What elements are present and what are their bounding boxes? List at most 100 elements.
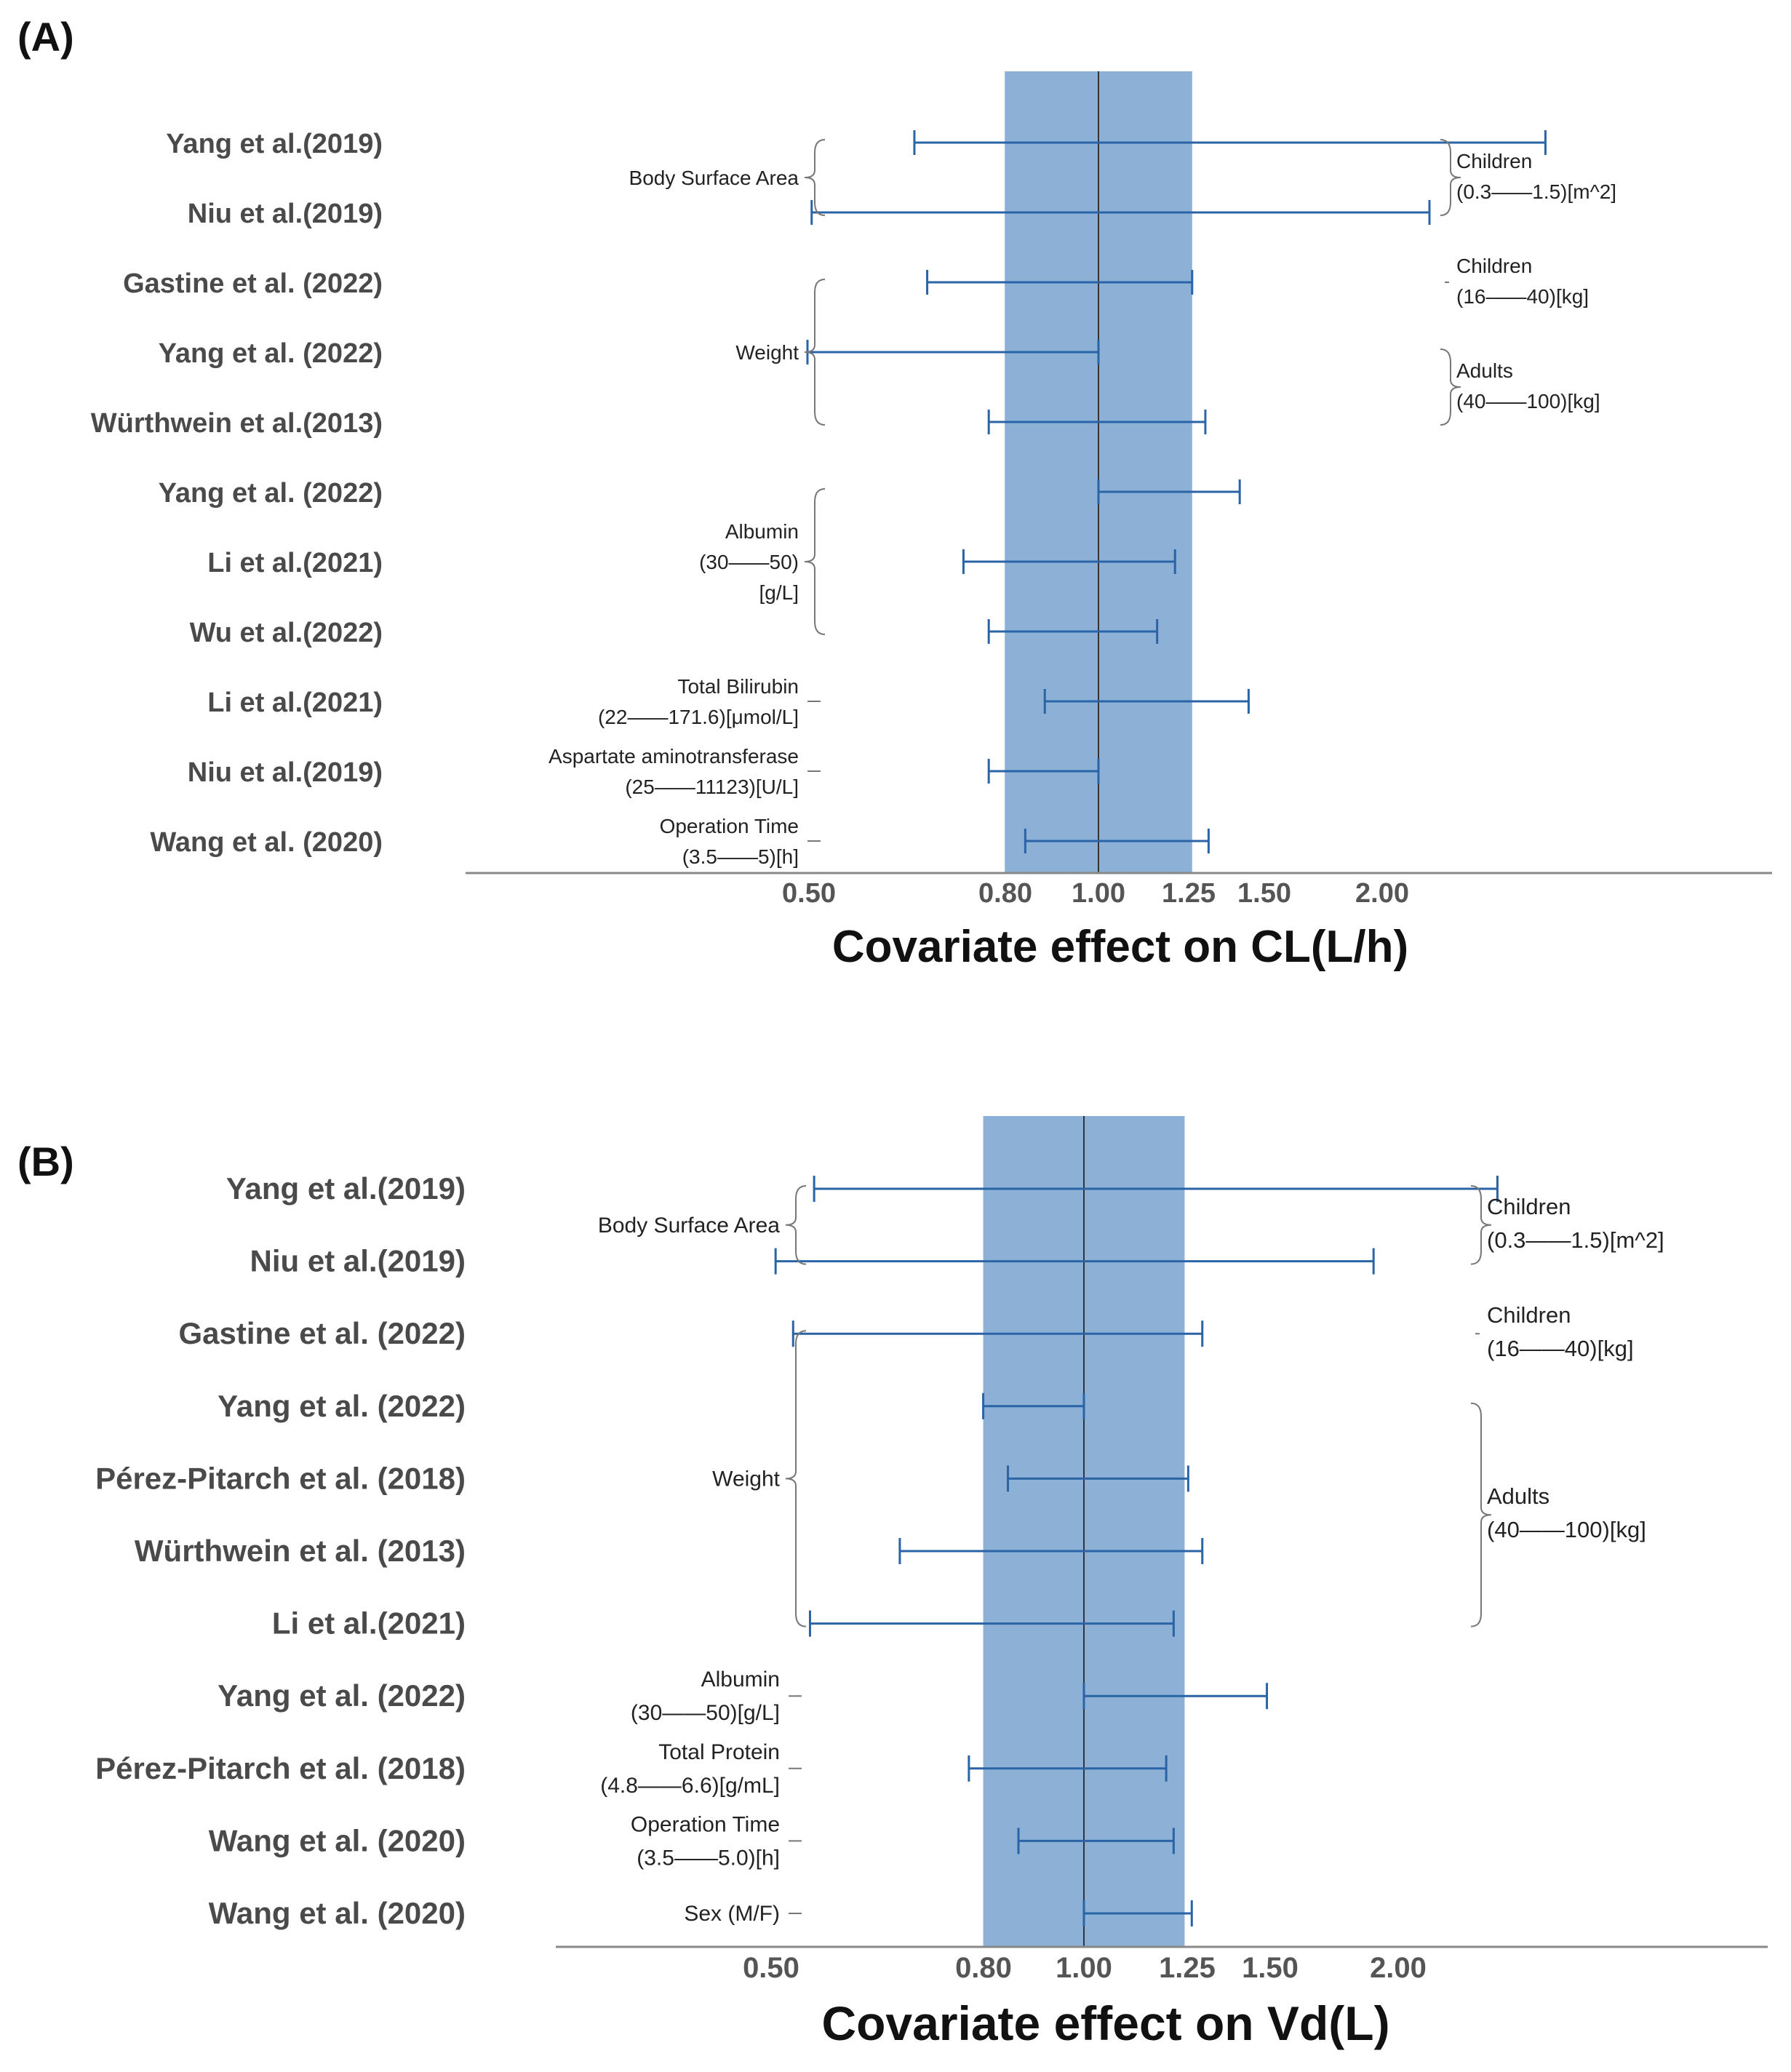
forest-row: Niu et al.(2019) <box>250 1244 1375 1278</box>
x-tick-label: 1.25 <box>1162 878 1216 909</box>
forest-row: Gastine et al. (2022) <box>123 268 1194 299</box>
panel-a-rows: Yang et al.(2019) Niu et al.(2019) Gastine… <box>91 129 1547 858</box>
group-text: Children <box>1456 150 1532 172</box>
x-tick-label: 0.50 <box>743 1952 799 1984</box>
group-label: Children (0.3——1.5)[m^2] <box>1440 139 1616 216</box>
forest-row: Wu et al.(2022) <box>190 618 1159 648</box>
covariate-text: Weight <box>712 1467 780 1491</box>
study-label: Yang et al.(2019) <box>166 129 383 159</box>
covariate-text: Albumin <box>725 520 799 543</box>
forest-row: Niu et al.(2019) <box>188 757 1100 788</box>
x-tick-label: 1.25 <box>1159 1952 1216 1984</box>
covariate-text: (22——171.6)[μmol/L] <box>598 706 799 728</box>
panel-a-label: (A) <box>17 14 74 60</box>
group-label: Children (0.3——1.5)[m^2] <box>1470 1185 1664 1265</box>
x-tick-label: 1.50 <box>1237 878 1291 909</box>
group-label: Children (16——40)[kg] <box>1475 1302 1634 1361</box>
covariate-brace <box>804 139 826 216</box>
covariate-label: Total Bilirubin (22——171.6)[μmol/L] <box>598 675 821 728</box>
group-brace <box>1470 1402 1492 1627</box>
group-text: (0.3——1.5)[m^2] <box>1487 1227 1664 1253</box>
covariate-text: (3.5——5.0)[h] <box>637 1846 780 1870</box>
study-label: Li et al.(2021) <box>207 548 383 578</box>
group-text: Adults <box>1456 359 1513 382</box>
covariate-label: Albumin (30——50)[g/L] <box>631 1667 802 1725</box>
forest-row: Pérez-Pitarch et al. (2018) <box>95 1461 1189 1495</box>
group-label: Adults (40——100)[kg] <box>1440 348 1600 426</box>
x-tick-label: 1.00 <box>1056 1952 1112 1984</box>
study-label: Niu et al.(2019) <box>250 1244 466 1278</box>
panel-a: (A) Yang et al.(2019) Niu et al.(2019) Gas… <box>17 14 1772 972</box>
forest-row: Li et al.(2021) <box>207 548 1176 578</box>
study-label: Yang et al. (2022) <box>218 1389 466 1423</box>
forest-row: Yang et al.(2019) <box>226 1171 1499 1206</box>
forest-row: Yang et al. (2022) <box>159 478 1241 509</box>
covariate-label: Sex (M/F) <box>684 1902 802 1926</box>
covariate-text: Sex (M/F) <box>684 1902 780 1926</box>
x-tick-label: 1.50 <box>1242 1952 1299 1984</box>
covariate-text: Body Surface Area <box>629 167 799 189</box>
covariate-text: Total Protein <box>658 1740 780 1764</box>
forest-row: Yang et al.(2019) <box>166 129 1547 159</box>
forest-row: Yang et al. (2022) <box>159 338 1100 369</box>
study-label: Yang et al. (2022) <box>218 1678 466 1713</box>
panel-a-x-axis-title: Covariate effect on CL(L/h) <box>832 922 1408 972</box>
panel-a-group-labels: Children (0.3——1.5)[m^2] Children (16——40)[… <box>1440 139 1616 426</box>
covariate-brace <box>804 488 826 635</box>
panel-b-ticks: 0.50 0.80 1.00 1.25 1.50 2.00 <box>743 1952 1427 1984</box>
forest-row: Würthwein et al.(2013) <box>91 408 1207 439</box>
covariate-text: Body Surface Area <box>598 1214 780 1238</box>
panel-a-ticks: 0.50 0.80 1.00 1.25 1.50 2.00 <box>782 878 1409 909</box>
covariate-label: Weight <box>712 1330 807 1627</box>
covariate-brace <box>785 1330 807 1627</box>
covariate-text: Operation Time <box>631 1812 780 1836</box>
covariate-brace <box>785 1185 807 1265</box>
study-label: Pérez-Pitarch et al. (2018) <box>95 1751 466 1785</box>
forest-row: Niu et al.(2019) <box>188 199 1431 229</box>
forest-row: Yang et al. (2022) <box>218 1678 1269 1713</box>
study-label: Pérez-Pitarch et al. (2018) <box>95 1461 466 1495</box>
study-label: Niu et al.(2019) <box>188 757 383 788</box>
covariate-text: [g/L] <box>759 581 799 604</box>
covariate-text: Aspartate aminotransferase <box>549 745 799 768</box>
forest-row: Wang et al. (2020) <box>209 1823 1175 1857</box>
panel-b: (B) Yang et al.(2019) Niu et al.(2019) Gas… <box>17 1116 1768 2050</box>
covariate-label: Body Surface Area <box>629 139 826 216</box>
study-label: Würthwein et al.(2013) <box>91 408 383 439</box>
covariate-label: Operation Time (3.5——5)[h] <box>660 815 821 868</box>
covariate-text: Weight <box>735 341 799 364</box>
panel-b-rows: Yang et al.(2019) Niu et al.(2019) Gastine… <box>95 1171 1499 1930</box>
study-label: Gastine et al. (2022) <box>178 1316 466 1350</box>
covariate-text: (30——50)[g/L] <box>631 1701 780 1725</box>
group-text: (40——100)[kg] <box>1456 390 1600 413</box>
covariate-text: (4.8——6.6)[g/mL] <box>600 1774 780 1798</box>
covariate-text: Albumin <box>701 1667 780 1692</box>
covariate-text: (3.5——5)[h] <box>682 845 799 868</box>
study-label: Wang et al. (2020) <box>209 1896 466 1930</box>
study-label: Niu et al.(2019) <box>188 199 383 229</box>
covariate-text: Operation Time <box>660 815 799 837</box>
group-text: (40——100)[kg] <box>1487 1517 1646 1542</box>
panel-b-label: (B) <box>17 1139 74 1184</box>
forest-row: Yang et al. (2022) <box>218 1389 1085 1423</box>
covariate-label: Weight <box>735 279 826 426</box>
group-text: Children <box>1456 255 1532 277</box>
x-tick-label: 1.00 <box>1072 878 1125 909</box>
covariate-label: Aspartate aminotransferase (25——11123)[U/… <box>549 745 821 798</box>
group-brace <box>1440 348 1461 426</box>
covariate-label: Body Surface Area <box>598 1185 807 1265</box>
covariate-label: Total Protein (4.8——6.6)[g/mL] <box>600 1740 802 1798</box>
study-label: Gastine et al. (2022) <box>123 268 383 299</box>
x-tick-label: 2.00 <box>1370 1952 1427 1984</box>
study-label: Li et al.(2021) <box>207 688 383 718</box>
covariate-text: Total Bilirubin <box>677 675 799 698</box>
forest-row: Gastine et al. (2022) <box>178 1316 1204 1350</box>
covariate-text: (25——11123)[U/L] <box>625 776 799 798</box>
group-text: Adults <box>1487 1483 1549 1509</box>
study-label: Li et al.(2021) <box>272 1606 466 1641</box>
group-brace <box>1440 139 1461 216</box>
group-text: (16——40)[kg] <box>1456 285 1589 308</box>
group-brace <box>1470 1185 1492 1265</box>
study-label: Wang et al. (2020) <box>150 827 383 858</box>
forest-row: Li et al.(2021) <box>272 1606 1175 1641</box>
